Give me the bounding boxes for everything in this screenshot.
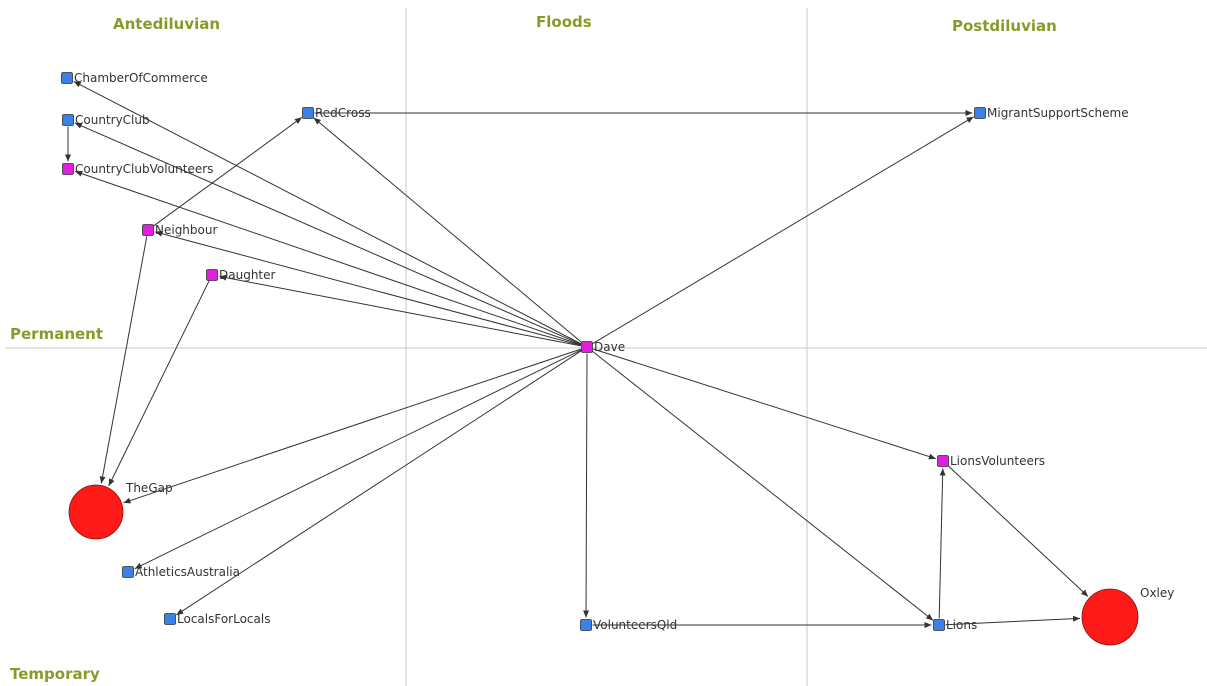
node-label: AthleticsAustralia — [135, 565, 240, 579]
node-label: Neighbour — [155, 223, 217, 237]
zone-label-permanent: Permanent — [10, 325, 103, 343]
node-dave[interactable]: Dave — [581, 340, 626, 354]
edge-dave-to-neighbour — [155, 230, 581, 346]
edge-dave-to-lionsvolunteers — [593, 348, 937, 460]
node-square[interactable] — [206, 269, 218, 281]
node-label: RedCross — [315, 106, 371, 120]
edge-neighbour-to-thegap — [99, 236, 148, 484]
node-square[interactable] — [122, 566, 134, 578]
edge-dave-to-lions — [591, 350, 934, 621]
node-lionsvolunteers[interactable]: LionsVolunteers — [937, 454, 1046, 468]
edge-dave-to-countryclubvolunteers — [74, 170, 582, 346]
node-square[interactable] — [937, 455, 949, 467]
node-square[interactable] — [581, 341, 593, 353]
node-label: MigrantSupportScheme — [987, 106, 1129, 120]
node-oxley[interactable]: Oxley — [1081, 586, 1174, 646]
node-countryclub[interactable]: CountryClub — [62, 113, 150, 127]
node-label: ChamberOfCommerce — [74, 71, 208, 85]
node-label: CountryClubVolunteers — [75, 162, 213, 176]
zone-label-postdiluvian: Postdiluvian — [952, 17, 1057, 35]
edge-neighbour-to-redcross — [152, 116, 303, 227]
node-label: Dave — [594, 340, 625, 354]
edge-dave-to-thegap — [123, 348, 581, 504]
edge-dave-to-localsforlocals — [176, 350, 582, 616]
node-label: TheGap — [125, 481, 173, 495]
edge-dave-to-volunteersqld — [583, 353, 590, 618]
node-square[interactable] — [62, 114, 74, 126]
node-migrantsupportscheme[interactable]: MigrantSupportScheme — [974, 106, 1129, 120]
zone-dividers — [5, 8, 1207, 686]
node-label: Oxley — [1140, 586, 1174, 600]
edge-daughter-to-thegap — [108, 280, 210, 487]
edge-lionsvolunteers-to-oxley — [947, 465, 1089, 597]
edge-lions-to-lionsvolunteers — [938, 468, 946, 619]
nodes: ChamberOfCommerce CountryClub CountryClubV… — [61, 71, 1174, 646]
zone-labels: Antediluvian Floods Postdiluvian Permane… — [10, 13, 1057, 683]
node-label: LionsVolunteers — [950, 454, 1045, 468]
node-square[interactable] — [580, 619, 592, 631]
node-square[interactable] — [974, 107, 986, 119]
node-chamberofcommerce[interactable]: ChamberOfCommerce — [61, 71, 208, 85]
node-daughter[interactable]: Daughter — [206, 268, 276, 282]
edge-dave-to-redcross — [313, 117, 583, 344]
node-localsforlocals[interactable]: LocalsForLocals — [164, 612, 271, 626]
node-thegap[interactable]: TheGap — [68, 481, 173, 540]
node-square[interactable] — [933, 619, 945, 631]
node-square[interactable] — [61, 72, 73, 84]
zone-label-antediluvian: Antediluvian — [113, 15, 220, 33]
edges — [65, 80, 1089, 628]
node-volunteersqld[interactable]: VolunteersQld — [580, 618, 678, 632]
node-lions[interactable]: Lions — [933, 618, 978, 632]
node-label: LocalsForLocals — [177, 612, 270, 626]
node-redcross[interactable]: RedCross — [302, 106, 371, 120]
node-countryclubvolunteers[interactable]: CountryClubVolunteers — [62, 162, 214, 176]
edge-dave-to-countryclub — [74, 122, 582, 345]
node-square[interactable] — [142, 224, 154, 236]
node-square[interactable] — [62, 163, 74, 175]
zone-label-floods: Floods — [536, 13, 592, 31]
edge-dave-to-migrantsupportscheme — [592, 116, 974, 345]
edge-dave-to-athleticsaustralia — [134, 349, 582, 570]
node-label: VolunteersQld — [593, 618, 677, 632]
node-square[interactable] — [302, 107, 314, 119]
edge-dave-to-daughter — [219, 274, 581, 347]
node-athleticsaustralia[interactable]: AthleticsAustralia — [122, 565, 241, 579]
edge-dave-to-chamberofcommerce — [73, 80, 582, 345]
node-circle[interactable] — [1081, 588, 1139, 646]
node-neighbour[interactable]: Neighbour — [142, 223, 218, 237]
node-label: Daughter — [219, 268, 276, 282]
zone-label-temporary: Temporary — [10, 665, 100, 683]
node-square[interactable] — [164, 613, 176, 625]
node-label: Lions — [946, 618, 977, 632]
node-label: CountryClub — [75, 113, 150, 127]
node-circle[interactable] — [68, 484, 124, 540]
edge-lions-to-oxley — [945, 615, 1081, 626]
